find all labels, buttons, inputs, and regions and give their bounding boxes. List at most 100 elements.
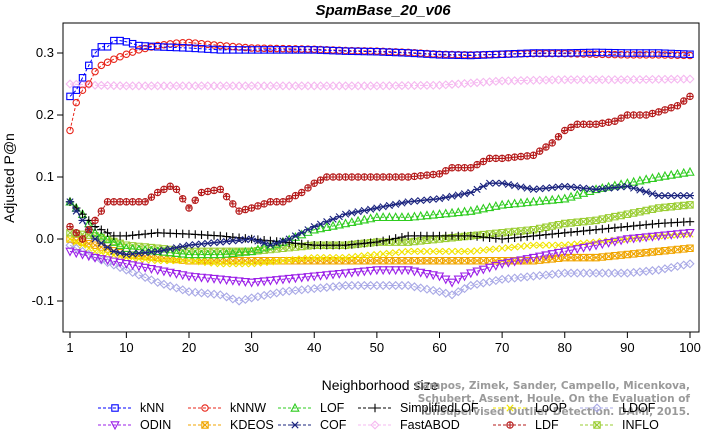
data-point: [241, 205, 250, 214]
data-point: [622, 235, 633, 245]
data-point: [303, 240, 313, 249]
data-point: [560, 126, 569, 135]
data-point: [328, 81, 338, 91]
data-point: [77, 250, 88, 260]
data-point: [127, 261, 138, 271]
data-point: [265, 276, 276, 286]
data-point: [661, 106, 669, 114]
data-point: [617, 183, 626, 191]
data-point: [153, 247, 162, 255]
data-point: [171, 283, 182, 293]
legend-marker: [290, 402, 300, 412]
data-point: [240, 246, 251, 256]
data-point: [203, 274, 213, 284]
data-point: [560, 247, 570, 257]
data-point: [666, 74, 676, 84]
data-point: [472, 232, 482, 241]
data-point: [391, 81, 401, 91]
data-point: [328, 220, 338, 230]
data-point: [597, 268, 607, 278]
data-point: [247, 235, 256, 243]
x-tick-label: 20: [182, 340, 196, 355]
attribution-text: Campos, Zimek, Sander, Campello, Micenko…: [390, 380, 690, 419]
data-point: [153, 188, 162, 197]
data-point: [97, 225, 106, 234]
data-point: [72, 229, 81, 237]
data-point: [660, 231, 670, 241]
data-point: [253, 244, 263, 254]
data-point: [210, 186, 218, 195]
legend-marker: [201, 421, 209, 429]
legend-label: LOF: [320, 401, 345, 415]
data-point: [560, 193, 570, 203]
data-point: [191, 196, 200, 204]
data-point: [511, 243, 519, 251]
data-point: [597, 75, 607, 85]
data-point: [460, 190, 469, 198]
series-ldf: [66, 92, 694, 243]
data-point: [566, 191, 576, 201]
data-point: [679, 74, 689, 84]
data-point: [84, 252, 94, 262]
data-point: [428, 209, 438, 219]
data-point: [629, 250, 638, 258]
data-point: [316, 254, 325, 262]
data-point: [297, 229, 306, 237]
data-point: [478, 265, 489, 275]
data-point: [573, 218, 582, 227]
y-tick-label: 0.0: [36, 231, 54, 246]
series-knn: [66, 36, 694, 101]
data-point: [578, 187, 589, 197]
y-tick-label: -0.1: [32, 293, 54, 308]
data-point: [334, 81, 344, 91]
data-point: [341, 210, 350, 218]
data-point: [435, 247, 444, 255]
data-point: [384, 81, 394, 91]
data-point: [466, 205, 476, 215]
data-point: [353, 280, 363, 291]
data-point: [373, 173, 381, 181]
data-point: [522, 197, 532, 207]
data-point: [685, 217, 695, 226]
data-point: [541, 195, 551, 205]
x-tick-label: 30: [244, 340, 258, 355]
data-point: [166, 245, 175, 253]
data-point: [441, 193, 450, 202]
data-point: [535, 75, 545, 85]
data-point: [215, 81, 225, 91]
series-line: [69, 232, 691, 283]
data-point: [441, 208, 451, 218]
data-point: [673, 231, 682, 239]
data-point: [610, 75, 620, 85]
data-point: [322, 218, 331, 226]
data-point: [240, 81, 250, 91]
data-point: [453, 275, 463, 285]
data-point: [266, 236, 275, 246]
data-point: [685, 259, 695, 269]
data-point: [78, 74, 87, 82]
data-point: [285, 256, 293, 264]
data-point: [110, 55, 118, 63]
data-point: [103, 228, 112, 237]
data-point: [635, 234, 645, 243]
data-point: [672, 74, 683, 84]
legend-swatch: [493, 404, 527, 412]
data-point: [71, 79, 81, 89]
data-point: [291, 191, 300, 200]
data-point: [229, 200, 237, 208]
legend-marker: [291, 421, 299, 429]
data-point: [404, 198, 413, 206]
data-point: [96, 80, 106, 90]
data-point: [197, 240, 206, 248]
data-point: [385, 201, 394, 210]
data-point: [648, 109, 657, 118]
data-point: [246, 278, 257, 288]
data-point: [573, 227, 582, 236]
data-point: [241, 234, 250, 243]
data-point: [203, 81, 213, 91]
data-point: [661, 203, 669, 212]
data-point: [97, 239, 106, 247]
data-point: [347, 280, 357, 291]
data-point: [535, 224, 544, 233]
data-point: [510, 76, 520, 86]
